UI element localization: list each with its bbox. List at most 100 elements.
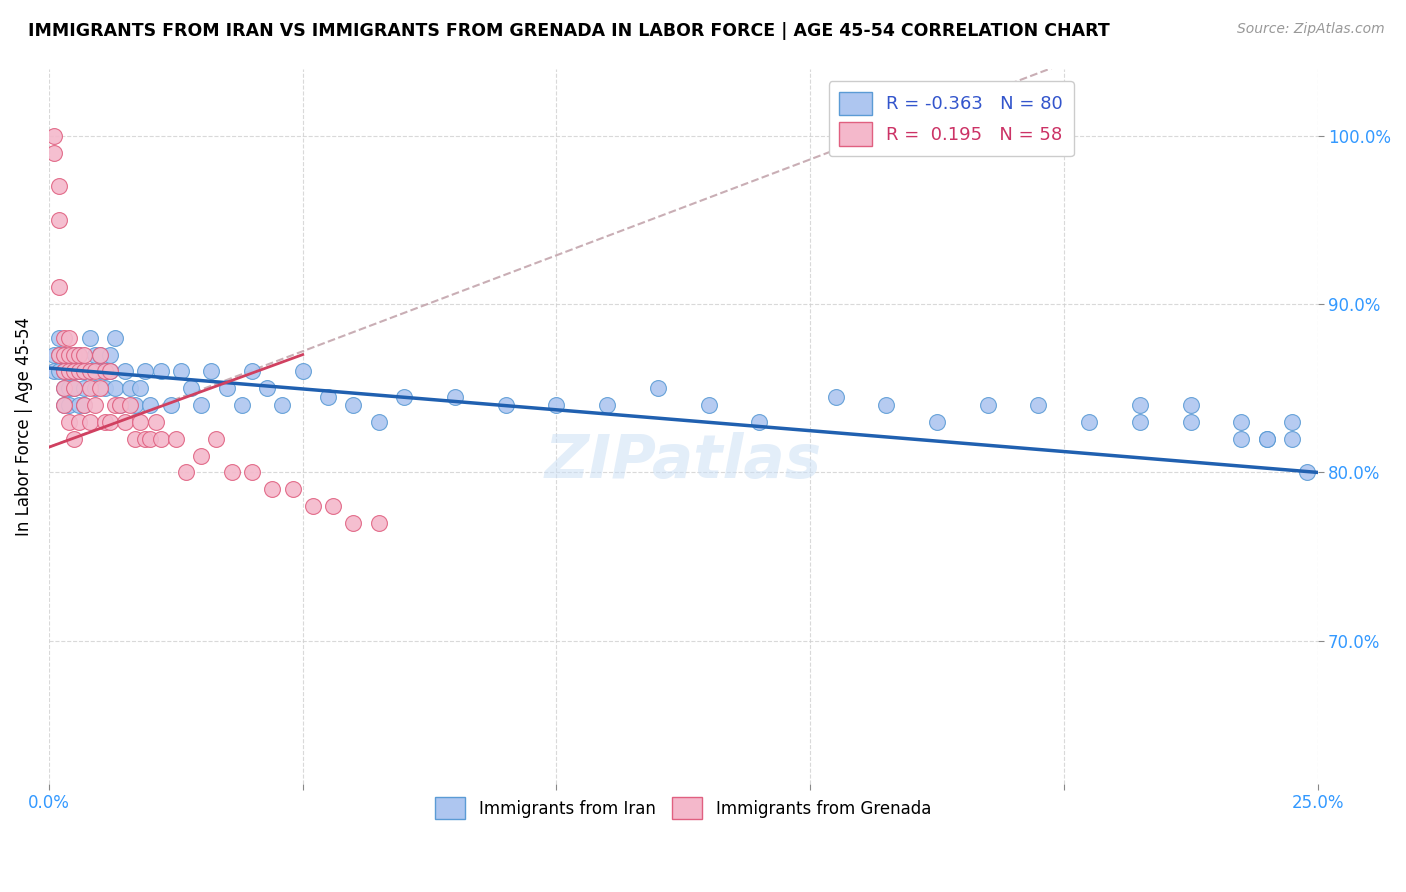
Point [170,364,193,378]
Point [42,364,65,378]
Point [124,398,146,412]
Point [98,364,121,378]
Point [444,390,467,404]
Point [124,432,146,446]
Point [134,364,156,378]
Point [221,466,243,480]
Point [1281,432,1303,446]
Point [67,364,90,378]
Point [139,432,162,446]
Point [53,348,76,362]
Point [129,381,152,395]
Point [159,398,181,412]
Point [94,381,117,395]
Point [63,364,86,378]
Point [63,348,86,362]
Point [114,415,136,429]
Point [925,415,948,429]
Point [1230,432,1253,446]
Point [231,398,253,412]
Point [63,381,86,395]
Point [94,364,117,378]
Point [98,364,121,378]
Point [129,415,152,429]
Point [1129,398,1152,412]
Point [73,398,96,412]
Point [120,381,142,395]
Point [53,381,76,395]
Point [108,398,131,412]
Point [1180,415,1202,429]
Point [67,398,90,412]
Point [58,381,80,395]
Point [48,331,70,345]
Point [302,499,325,513]
Point [63,381,86,395]
Point [89,348,111,362]
Point [58,364,80,378]
Point [48,179,70,194]
Point [73,381,96,395]
Point [875,398,897,412]
Point [58,348,80,362]
Text: Source: ZipAtlas.com: Source: ZipAtlas.com [1237,22,1385,37]
Point [1028,398,1050,412]
Point [596,398,619,412]
Point [291,364,314,378]
Point [48,364,70,378]
Point [240,364,263,378]
Point [1281,415,1303,429]
Point [824,390,846,404]
Point [53,364,76,378]
Point [748,415,770,429]
Point [53,398,76,412]
Point [139,398,162,412]
Point [67,348,90,362]
Point [1296,466,1319,480]
Point [977,398,1000,412]
Point [79,381,101,395]
Point [83,348,105,362]
Point [104,331,127,345]
Point [114,364,136,378]
Point [98,415,121,429]
Point [495,398,517,412]
Point [83,364,105,378]
Point [67,415,90,429]
Point [58,415,80,429]
Point [180,381,202,395]
Point [58,364,80,378]
Point [165,432,187,446]
Point [120,398,142,412]
Point [48,348,70,362]
Point [1180,398,1202,412]
Point [53,331,76,345]
Point [58,331,80,345]
Point [79,364,101,378]
Point [697,398,720,412]
Point [256,381,278,395]
Point [1129,415,1152,429]
Point [1078,415,1101,429]
Point [392,390,415,404]
Point [53,398,76,412]
Point [48,213,70,227]
Point [342,398,364,412]
Point [546,398,568,412]
Point [190,398,212,412]
Point [262,482,284,496]
Point [271,398,294,412]
Point [83,398,105,412]
Point [108,398,131,412]
Legend: Immigrants from Iran, Immigrants from Grenada: Immigrants from Iran, Immigrants from Gr… [429,790,938,825]
Point [42,128,65,143]
Point [79,331,101,345]
Point [67,364,90,378]
Point [67,348,90,362]
Point [42,348,65,362]
Point [53,381,76,395]
Point [94,364,117,378]
Point [79,364,101,378]
Point [89,364,111,378]
Point [63,432,86,446]
